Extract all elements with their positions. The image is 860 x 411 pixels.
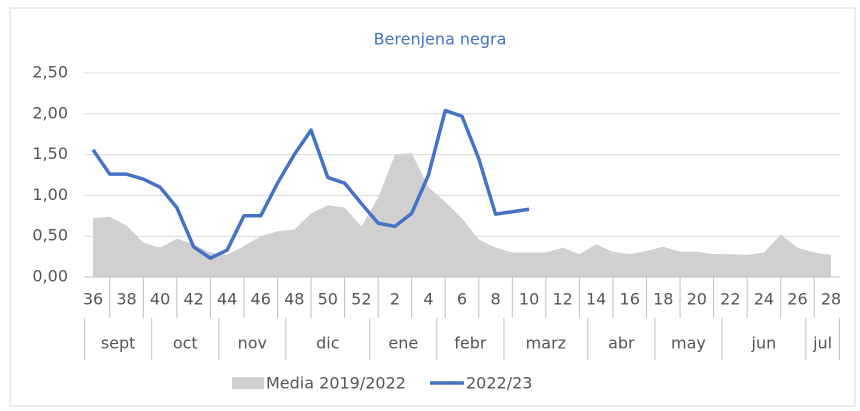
x-tick-label: 4	[423, 290, 433, 309]
month-label: sept	[101, 334, 136, 353]
month-label: jul	[812, 334, 832, 353]
month-label: oct	[173, 334, 198, 353]
month-label: abr	[608, 334, 635, 353]
chart-title: Berenjena negra	[374, 30, 507, 49]
y-tick-label: 2,00	[32, 103, 68, 122]
y-tick-label: 1,50	[32, 144, 68, 163]
month-label: ene	[388, 334, 418, 353]
x-tick-label: 14	[586, 290, 606, 309]
x-tick-label: 40	[150, 290, 170, 309]
x-tick-label: 16	[620, 290, 640, 309]
x-tick-label: 22	[720, 290, 740, 309]
line	[91, 108, 530, 260]
month-label: nov	[238, 334, 267, 353]
x-tick-label: 20	[687, 290, 707, 309]
y-tick-label: 1,00	[32, 185, 68, 204]
y-tick-label: 0,00	[32, 267, 68, 286]
x-tick-label: 36	[83, 290, 103, 309]
x-tick-label: 38	[116, 290, 136, 309]
x-tick-label: 6	[457, 290, 467, 309]
x-tick-label: 28	[821, 290, 841, 309]
month-label: marz	[526, 334, 566, 353]
x-tick-label: 42	[183, 290, 203, 309]
area	[93, 152, 831, 277]
x-tick-label: 12	[552, 290, 572, 309]
month-label: may	[671, 334, 706, 353]
x-tick-label: 8	[490, 290, 500, 309]
x-tick-label: 2	[390, 290, 400, 309]
x-tick-label: 44	[217, 290, 237, 309]
x-tick-label: 52	[351, 290, 371, 309]
month-label: febr	[454, 334, 487, 353]
legend-label: 2022/23	[466, 374, 532, 393]
legend-label: Media 2019/2022	[266, 374, 406, 393]
month-label: dic	[316, 334, 339, 353]
x-tick-label: 48	[284, 290, 304, 309]
x-tick-label: 46	[251, 290, 271, 309]
y-tick-label: 2,50	[32, 63, 68, 82]
y-tick-label: 0,50	[32, 226, 68, 245]
x-tick-label: 24	[754, 290, 774, 309]
month-label: jun	[751, 334, 777, 353]
x-tick-label: 50	[318, 290, 338, 309]
x-tick-label: 10	[519, 290, 539, 309]
x-tick-label: 26	[787, 290, 807, 309]
legend-swatch	[232, 377, 264, 389]
x-tick-label: 18	[653, 290, 673, 309]
